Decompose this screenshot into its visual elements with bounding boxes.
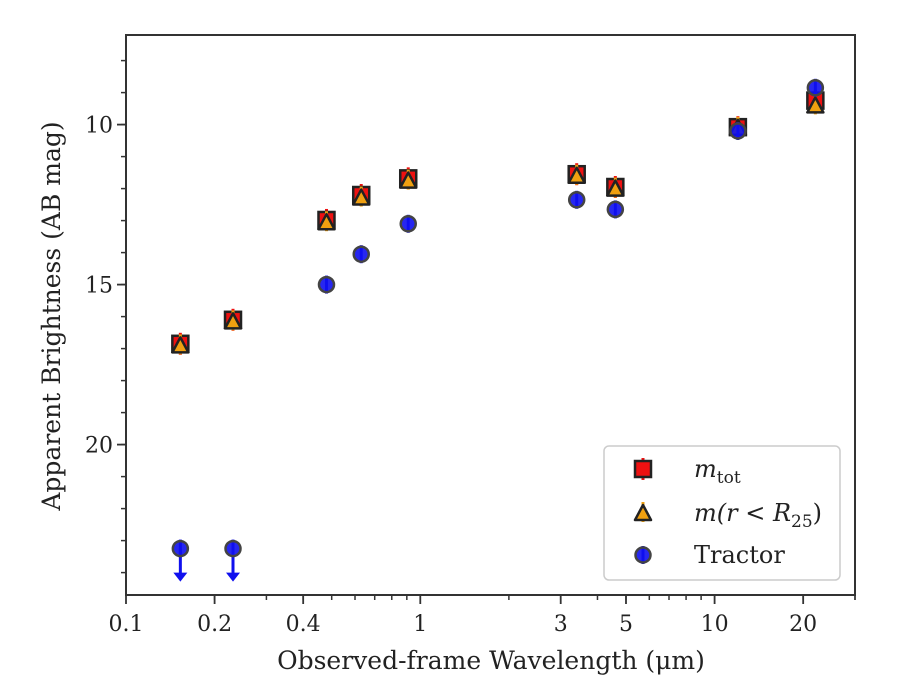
mr25-point: [806, 96, 825, 114]
mr25-point: [606, 179, 625, 197]
x-tick-label: 5: [619, 612, 633, 637]
legend-label: Tractor: [694, 541, 785, 569]
legend-marker: [633, 459, 653, 479]
x-axis: 0.1 0.2 0.4 1 3 5 10 20: [109, 595, 856, 637]
x-axis-label: Observed-frame Wavelength (μm): [277, 646, 705, 675]
upper-limit-arrowhead: [173, 572, 188, 582]
tractor-point: [729, 122, 747, 140]
legend-marker: [633, 503, 653, 522]
tractor-point: [317, 275, 336, 294]
x-tick-label: 0.2: [197, 612, 232, 637]
mr25-point: [223, 312, 243, 330]
data-marks: [171, 78, 825, 582]
legend-label: mtot: [694, 455, 741, 488]
legend-box: [603, 445, 841, 581]
mr25-point: [351, 188, 371, 206]
tractor-point: [171, 539, 190, 558]
tractor-point: [224, 539, 242, 558]
legend: mtot m(r < R25) Tractor: [603, 445, 841, 581]
x-tick-label: 0.4: [286, 612, 321, 637]
y-tick-label: 20: [85, 434, 113, 459]
tractor-point: [806, 79, 825, 97]
tractor-point: [352, 245, 370, 263]
y-axis-label: Apparent Brightness (AB mag): [37, 121, 66, 511]
y-axis: 10 15 20: [85, 59, 126, 574]
mr25-point: [171, 336, 190, 354]
plot-area: [125, 34, 856, 596]
x-tick-label: 3: [554, 612, 568, 637]
tractor-point: [567, 191, 586, 209]
y-tick-label: 15: [85, 274, 113, 299]
y-tick-label: 10: [85, 114, 113, 139]
legend-marker: [634, 546, 652, 564]
mr25-point: [567, 166, 586, 185]
x-tick-label: 10: [701, 612, 729, 637]
plot-border: [125, 34, 856, 596]
mr25-point: [398, 171, 418, 189]
tractor-point: [606, 200, 625, 219]
x-tick-label: 1: [413, 612, 427, 637]
upper-limit-arrowhead: [226, 572, 241, 582]
mr25-point: [317, 212, 336, 231]
x-tick-label: 0.1: [109, 612, 144, 637]
x-tick-label: 20: [789, 612, 817, 637]
tractor-point: [399, 215, 417, 233]
legend-label: m(r < R25): [694, 499, 822, 532]
